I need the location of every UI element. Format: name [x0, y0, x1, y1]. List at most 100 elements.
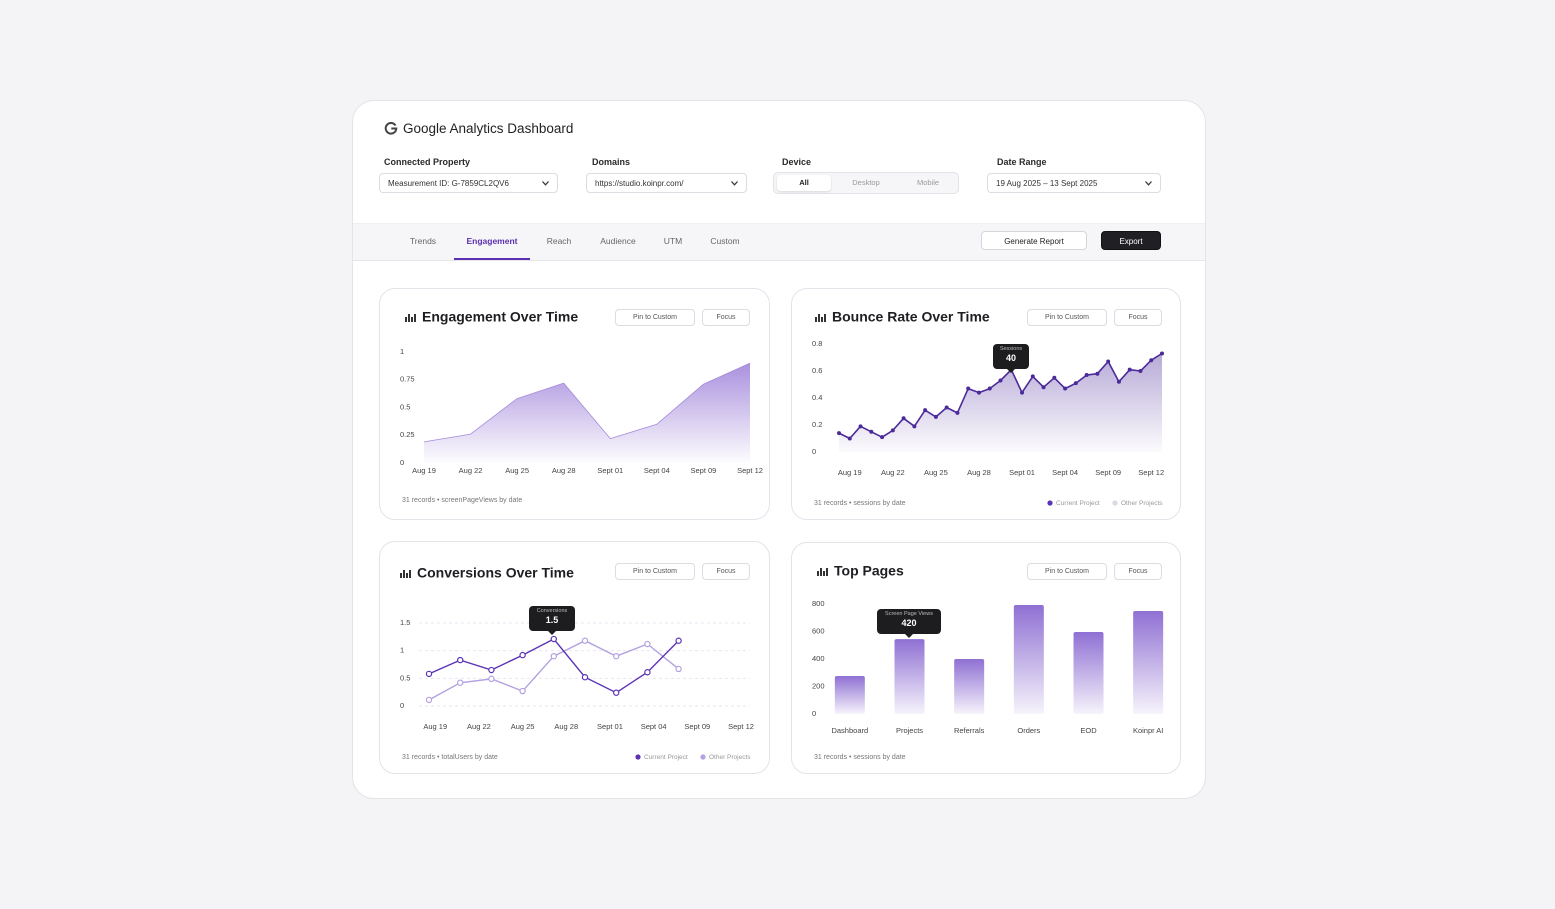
tooltip: Sessions 40 [993, 344, 1029, 373]
tab[interactable]: Custom [710, 236, 740, 246]
select-value: Measurement ID: G-7859CL2QV6 [388, 179, 509, 188]
point [644, 669, 651, 676]
y-tick-label: 0.25 [400, 430, 415, 439]
x-tick-label: Sept 04 [644, 466, 670, 475]
generate-report-button[interactable]: Generate Report [981, 231, 1087, 250]
x-tick-label: EOD [1080, 726, 1097, 735]
date-select[interactable]: 19 Aug 2025 – 13 Sept 2025 [987, 173, 1161, 193]
point [837, 431, 841, 436]
point [1127, 367, 1132, 372]
title-icon [411, 317, 413, 322]
title-icon [826, 568, 828, 576]
x-tick-label: Aug 28 [552, 466, 576, 475]
y-tick-label: 400 [812, 654, 825, 663]
device-option[interactable]: Mobile [916, 178, 940, 187]
export-button[interactable]: Export [1101, 231, 1161, 250]
x-tick-label: Aug 22 [881, 468, 905, 477]
bar [1013, 604, 1044, 714]
x-tick-label: Aug 28 [554, 722, 578, 731]
chart-button[interactable]: Pin to Custom [615, 563, 695, 580]
tab[interactable]: Reach [546, 236, 572, 246]
bar [894, 639, 925, 714]
y-tick-label: 0.5 [400, 673, 410, 682]
chart-button[interactable]: Pin to Custom [1027, 309, 1107, 326]
title-icon [405, 317, 407, 322]
domain-select[interactable]: https://studio.koinpr.com/ [586, 173, 747, 193]
x-tick-label: Projects [896, 726, 923, 735]
x-tick-label: Aug 25 [924, 468, 948, 477]
point [612, 689, 620, 696]
x-tick-label: Aug 25 [505, 466, 529, 475]
y-tick-label: 0 [400, 458, 404, 467]
point [550, 652, 557, 660]
tooltip-value: 40 [1005, 353, 1016, 363]
bar [834, 676, 865, 714]
point [425, 670, 433, 678]
point [869, 429, 874, 434]
x-tick-label: Sept 01 [597, 722, 623, 731]
point [675, 665, 682, 673]
point [425, 696, 433, 704]
tooltip-value: 1.5 [545, 615, 559, 625]
point [488, 675, 495, 683]
point [901, 416, 906, 421]
y-tick-label: 0.6 [812, 366, 822, 375]
legend-dot [1112, 500, 1118, 506]
point [675, 637, 682, 644]
device-option[interactable]: All [777, 175, 831, 191]
point [550, 635, 557, 643]
chart-title: Conversions Over Time [417, 565, 574, 581]
tab[interactable]: Audience [600, 236, 636, 246]
y-tick-label: 600 [812, 626, 825, 635]
logo [384, 122, 398, 135]
tooltip-value: 420 [901, 618, 917, 628]
chart: Bounce Rate Over Time 0 0.2 0.4 0.6 0.8 31 rec… [812, 309, 1164, 508]
title-icon [409, 570, 411, 578]
point [933, 414, 938, 419]
chart-button[interactable]: Focus [702, 563, 750, 580]
point [456, 656, 464, 664]
point [976, 390, 981, 395]
legend-label: Current Project [644, 754, 688, 761]
chart-button[interactable]: Focus [1114, 563, 1162, 580]
chart-button[interactable]: Focus [702, 309, 750, 326]
title-icon [815, 317, 817, 322]
tab[interactable]: Engagement [454, 224, 530, 260]
point [581, 637, 589, 644]
y-tick-label: 0.8 [812, 339, 822, 348]
device-option[interactable]: Desktop [852, 178, 880, 187]
chart-footer: 31 records • sessions by date [814, 754, 906, 761]
title-icon [823, 571, 825, 576]
chart: Engagement Over Time 0 0.25 0.5 0.75 1 31 reco… [400, 309, 763, 504]
page-title: Google Analytics Dashboard [403, 121, 574, 136]
chart-card: Conversions Over Time 0 0.5 1 1.5 31 records … [379, 541, 770, 774]
line [423, 362, 751, 443]
legend-label: Other Projects [1121, 500, 1163, 507]
x-tick-label: Aug 25 [511, 722, 535, 731]
chart-button[interactable]: Pin to Custom [1027, 563, 1107, 580]
legend-label: Other Projects [709, 754, 751, 761]
property-select[interactable]: Measurement ID: G-7859CL2QV6 [379, 173, 558, 193]
tab[interactable]: UTM [663, 236, 683, 246]
point [519, 687, 526, 695]
x-tick-label: Sept 12 [737, 466, 763, 475]
x-tick-label: Sept 01 [1009, 468, 1035, 477]
point [644, 640, 651, 648]
point [987, 386, 992, 391]
point [1063, 386, 1068, 391]
tab[interactable]: Trends [409, 236, 437, 246]
y-tick-label: 800 [812, 599, 825, 608]
point [456, 679, 464, 686]
y-tick-label: 0.5 [400, 402, 410, 411]
filter-label: Date Range [997, 157, 1047, 167]
y-tick-label: 1.5 [400, 618, 410, 627]
point [858, 424, 863, 429]
y-tick-label: 0 [400, 701, 404, 710]
chart: Top Pages 0 200 400 600 800 31 records • sessi… [812, 563, 1163, 761]
point [1052, 375, 1057, 380]
select-value: https://studio.koinpr.com/ [595, 179, 684, 188]
chart-button[interactable]: Pin to Custom [615, 309, 695, 326]
chart-card: Engagement Over Time 0 0.25 0.5 0.75 1 31 reco… [379, 288, 770, 520]
chart-button[interactable]: Focus [1114, 309, 1162, 326]
